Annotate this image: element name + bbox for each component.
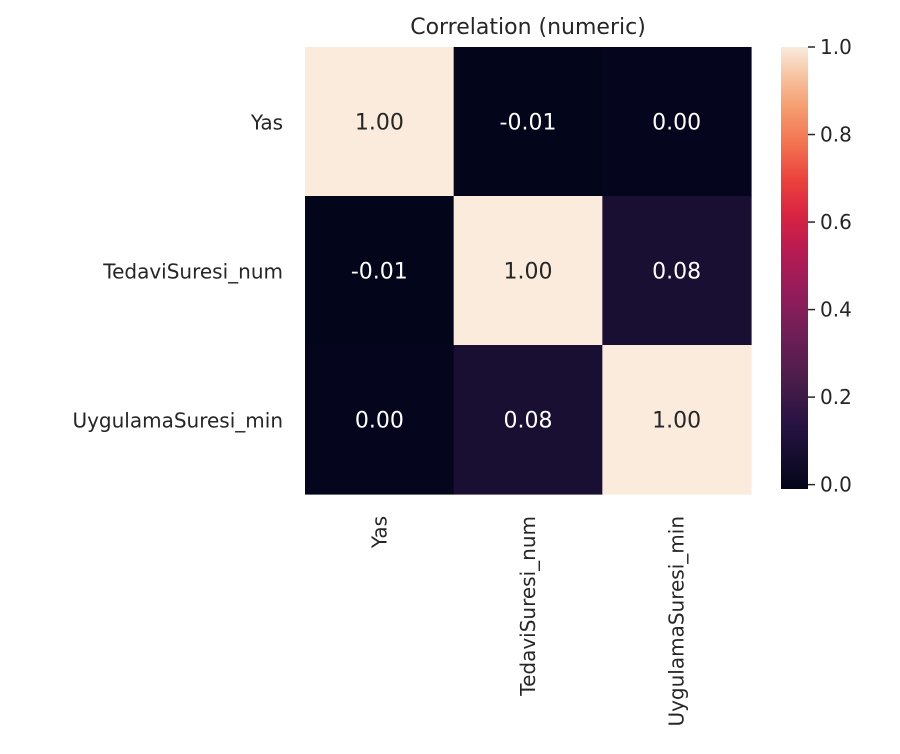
y-tick-label-yas: Yas — [250, 111, 283, 135]
x-tick-label-uygulamasuresi-min: UygulamaSuresi_min — [665, 516, 689, 727]
x-tick-label-yas: Yas — [367, 516, 391, 549]
colorbar-tick-label: 0.4 — [820, 298, 852, 322]
cell-value-label: 1.00 — [504, 260, 553, 285]
cell-value-label: 1.00 — [652, 409, 701, 434]
heatmap-cell-labels: 1.00 -0.01 0.00 -0.01 1.00 0.08 0.00 0.08 1.00 — [351, 111, 701, 434]
colorbar-tick-label: 0.0 — [820, 473, 852, 497]
colorbar-gradient — [781, 47, 808, 489]
cell-value-label: -0.01 — [500, 111, 557, 136]
colorbar-tick-label: 1.0 — [820, 35, 852, 59]
colorbar-tick-label: 0.2 — [820, 385, 852, 409]
heatmap-cells — [305, 47, 752, 495]
chart-title: Correlation (numeric) — [410, 15, 646, 40]
cell-value-label: 1.00 — [355, 111, 404, 136]
y-tick-label-uygulamasuresi-min: UygulamaSuresi_min — [72, 409, 283, 433]
colorbar-tick-label: 0.6 — [820, 210, 852, 234]
heatmap-cell-tedavisuresi-num-yas — [305, 196, 455, 346]
heatmap-cell-uygulamasuresi-min-yas — [305, 345, 455, 495]
cell-value-label: -0.01 — [351, 260, 408, 285]
x-axis-tick-labels: Yas TedaviSuresi_num UygulamaSuresi_min — [367, 516, 688, 727]
heatmap-cell-uygulamasuresi-min-uygulamasuresi-min — [602, 345, 752, 495]
heatmap-cell-yas-yas — [305, 47, 455, 197]
heatmap-cell-yas-uygulamasuresi-min — [602, 47, 752, 197]
heatmap-cell-tedavisuresi-num-tedavisuresi-num — [453, 196, 603, 346]
heatmap-cell-yas-tedavisuresi-num — [453, 47, 603, 197]
heatmap-cell-uygulamasuresi-min-tedavisuresi-num — [453, 345, 603, 495]
heatmap-cell-tedavisuresi-num-uygulamasuresi-min — [602, 196, 752, 346]
colorbar: 0.0 0.2 0.4 0.6 0.8 1.0 — [781, 35, 852, 497]
colorbar-tick-label: 0.8 — [820, 123, 852, 147]
cell-value-label: 0.00 — [652, 111, 701, 136]
cell-value-label: 0.08 — [652, 260, 701, 285]
x-tick-label-tedavisuresi-num: TedaviSuresi_num — [516, 516, 540, 697]
y-axis-tick-labels: Yas TedaviSuresi_num UygulamaSuresi_min — [72, 111, 283, 433]
y-tick-label-tedavisuresi-num: TedaviSuresi_num — [102, 260, 283, 284]
cell-value-label: 0.00 — [355, 409, 404, 434]
cell-value-label: 0.08 — [504, 409, 553, 434]
